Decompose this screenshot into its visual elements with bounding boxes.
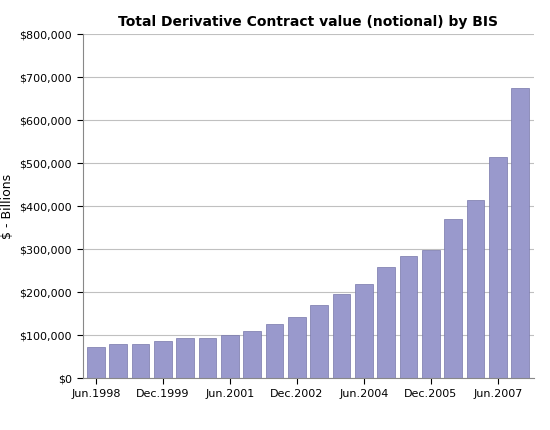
- Bar: [489, 157, 507, 378]
- Bar: [333, 294, 350, 378]
- Bar: [266, 324, 283, 378]
- Bar: [422, 250, 440, 378]
- Bar: [243, 331, 261, 378]
- Bar: [176, 338, 194, 378]
- Bar: [154, 341, 172, 378]
- Bar: [444, 219, 462, 378]
- Bar: [109, 344, 127, 378]
- Bar: [288, 317, 306, 378]
- Bar: [131, 344, 150, 378]
- Bar: [511, 88, 529, 378]
- Y-axis label: $ - Billions: $ - Billions: [1, 174, 14, 239]
- Title: Total Derivative Contract value (notional) by BIS: Total Derivative Contract value (notiona…: [118, 15, 498, 29]
- Bar: [377, 267, 395, 378]
- Bar: [399, 256, 417, 378]
- Bar: [310, 305, 328, 378]
- Bar: [355, 284, 373, 378]
- Bar: [87, 347, 105, 378]
- Bar: [466, 200, 485, 378]
- Bar: [199, 338, 217, 378]
- Bar: [221, 335, 239, 378]
